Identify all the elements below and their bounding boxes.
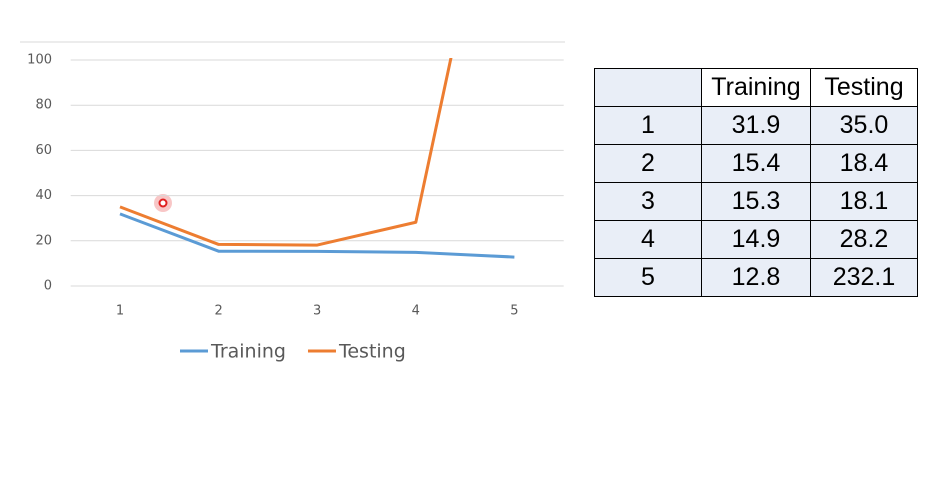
data-table: Training Testing 1 31.9 35.0 2 15.4 18.4 3 15.3 18… <box>594 68 918 297</box>
table-row: 2 15.4 18.4 <box>594 144 918 183</box>
table-cell: 5 <box>594 258 702 297</box>
x-tick-label: 5 <box>510 304 518 319</box>
table-cell: 12.8 <box>701 258 811 297</box>
table-cell: 4 <box>594 220 702 259</box>
table-cell: 28.2 <box>810 220 918 259</box>
corner-cell <box>594 68 702 107</box>
column-header: Training <box>701 68 811 107</box>
header-row: Training Testing <box>594 68 918 107</box>
x-tick-label: 1 <box>116 304 124 319</box>
table-row: 5 12.8 232.1 <box>594 258 918 297</box>
x-tick-label: 4 <box>412 304 420 319</box>
table-row: 4 14.9 28.2 <box>594 220 918 259</box>
table-cell: 15.4 <box>701 144 811 183</box>
y-tick-label: 60 <box>35 143 52 158</box>
table-cell: 1 <box>594 106 702 145</box>
column-header: Testing <box>810 68 918 107</box>
table-cell: 14.9 <box>701 220 811 259</box>
plot <box>119 58 515 259</box>
table-cell: 35.0 <box>810 106 918 145</box>
x-tick-label: 3 <box>313 304 321 319</box>
series-line <box>119 58 453 247</box>
series-line <box>119 212 515 259</box>
cursor <box>158 198 168 208</box>
legend-label: Testing <box>338 341 406 363</box>
y-tick-label: 20 <box>35 233 52 248</box>
table-cell: 18.1 <box>810 182 918 221</box>
legend-label: Training <box>210 341 286 363</box>
table-cell: 232.1 <box>810 258 918 297</box>
chart: 0 20 40 60 80 100 1 2 3 4 5 Training Testing <box>20 41 565 363</box>
table-row: 1 31.9 35.0 <box>594 106 918 145</box>
table-row: 3 15.3 18.1 <box>594 182 918 221</box>
x-tick-label: 2 <box>214 304 222 319</box>
table-cell: 3 <box>594 182 702 221</box>
y-tick-label: 80 <box>35 98 52 113</box>
y-tick-label: 100 <box>27 53 52 68</box>
y-tick-label: 40 <box>35 188 52 203</box>
y-tick-label: 0 <box>44 279 52 294</box>
table-cell: 31.9 <box>701 106 811 145</box>
table-cell: 2 <box>594 144 702 183</box>
table-cell: 18.4 <box>810 144 918 183</box>
table-cell: 15.3 <box>701 182 811 221</box>
